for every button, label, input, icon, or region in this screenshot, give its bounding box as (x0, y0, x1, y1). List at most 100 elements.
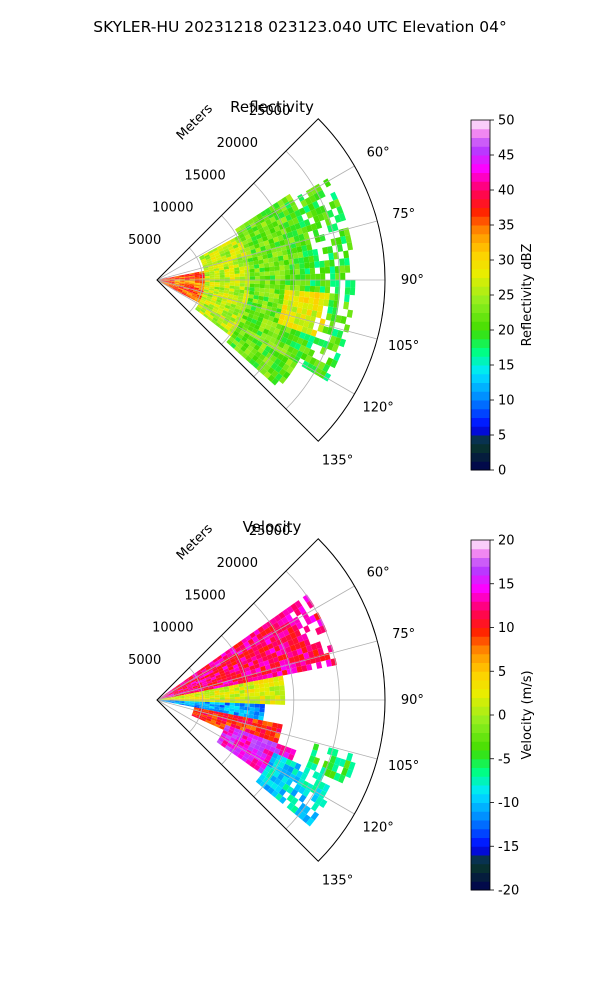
field-cell (258, 326, 265, 333)
field-cell (229, 700, 235, 703)
field-cell (255, 233, 262, 240)
field-cell (344, 257, 350, 266)
field-cell (329, 266, 336, 274)
field-cell (249, 268, 255, 273)
field-cell (232, 261, 239, 266)
field-cell (303, 218, 311, 227)
field-cell (346, 309, 354, 318)
field-cell (187, 685, 193, 689)
field-cell (269, 775, 278, 783)
field-cell (189, 272, 195, 275)
field-cell (307, 322, 315, 330)
field-cell (248, 685, 255, 690)
field-cell (224, 280, 230, 283)
field-cell (247, 228, 254, 235)
field-cell (285, 193, 293, 202)
field-cell (220, 300, 227, 305)
field-cell (289, 328, 297, 336)
field-cell (335, 236, 342, 246)
colorbar-step (471, 592, 490, 602)
field-cell (228, 729, 234, 735)
field-cell (214, 277, 220, 280)
field-cell (289, 644, 297, 652)
field-cell (294, 642, 302, 650)
field-cell (229, 282, 235, 286)
field-cell (194, 275, 200, 278)
field-cell (272, 737, 280, 744)
field-cell (271, 377, 279, 386)
colorbar-step (471, 645, 490, 655)
field-cell (174, 701, 180, 703)
field-cell (260, 665, 267, 672)
field-cell (291, 624, 299, 632)
field-cell (229, 277, 235, 280)
field-cell (164, 279, 170, 280)
field-cell (291, 649, 299, 657)
field-cell (257, 237, 264, 244)
field-cell (249, 280, 256, 284)
field-cell (233, 264, 240, 269)
field-cell (179, 276, 185, 279)
field-cell (228, 265, 235, 269)
field-cell (261, 623, 269, 631)
field-cell (224, 274, 230, 278)
field-cell (188, 676, 194, 681)
field-cell (204, 301, 210, 306)
field-cell (249, 272, 255, 277)
field-cell (314, 183, 323, 193)
field-cell (229, 705, 235, 709)
field-cell (329, 335, 337, 344)
colorbar-step (471, 216, 490, 226)
field-cell (348, 761, 356, 771)
field-cell (297, 193, 305, 202)
field-cell (204, 285, 210, 289)
field-cell (345, 280, 351, 288)
field-cell (334, 214, 342, 224)
field-cell (250, 668, 257, 674)
field-cell (235, 305, 241, 310)
field-cell (336, 330, 344, 339)
field-cell (244, 689, 250, 694)
field-cell (184, 283, 190, 286)
field-cell (265, 334, 272, 342)
field-cell (268, 238, 275, 245)
field-cell (258, 259, 264, 265)
field-cell (219, 700, 225, 703)
field-cell (237, 259, 244, 265)
field-cell (214, 322, 221, 328)
field-cell (189, 705, 195, 708)
field-cell (349, 287, 356, 296)
field-cell (328, 770, 337, 780)
field-cell (226, 676, 233, 681)
field-cell (314, 286, 321, 293)
field-cell (271, 251, 278, 258)
field-cell (164, 700, 170, 702)
field-cell (211, 258, 217, 263)
field-cell (271, 671, 278, 678)
field-cell (218, 324, 225, 331)
field-cell (218, 712, 224, 716)
field-cell (285, 338, 293, 346)
field-cell (289, 748, 297, 756)
field-cell (257, 736, 264, 743)
field-cell (287, 626, 295, 635)
azimuth-tick-label: 120° (362, 821, 393, 836)
field-cell (184, 273, 190, 276)
field-cell (281, 249, 288, 256)
field-cell (233, 667, 240, 672)
field-cell (211, 717, 217, 722)
field-cell (296, 635, 304, 643)
field-cell (268, 658, 275, 665)
field-cell (249, 696, 256, 700)
field-cell (299, 331, 306, 340)
field-cell (285, 646, 292, 654)
field-cell (325, 313, 333, 321)
field-cell (228, 309, 234, 315)
field-cell (312, 200, 320, 209)
field-cell (278, 368, 287, 377)
field-cell (169, 280, 175, 283)
field-cell (309, 261, 315, 269)
colorbar-step (471, 365, 490, 375)
field-cell (238, 321, 245, 327)
field-cell (194, 284, 200, 287)
